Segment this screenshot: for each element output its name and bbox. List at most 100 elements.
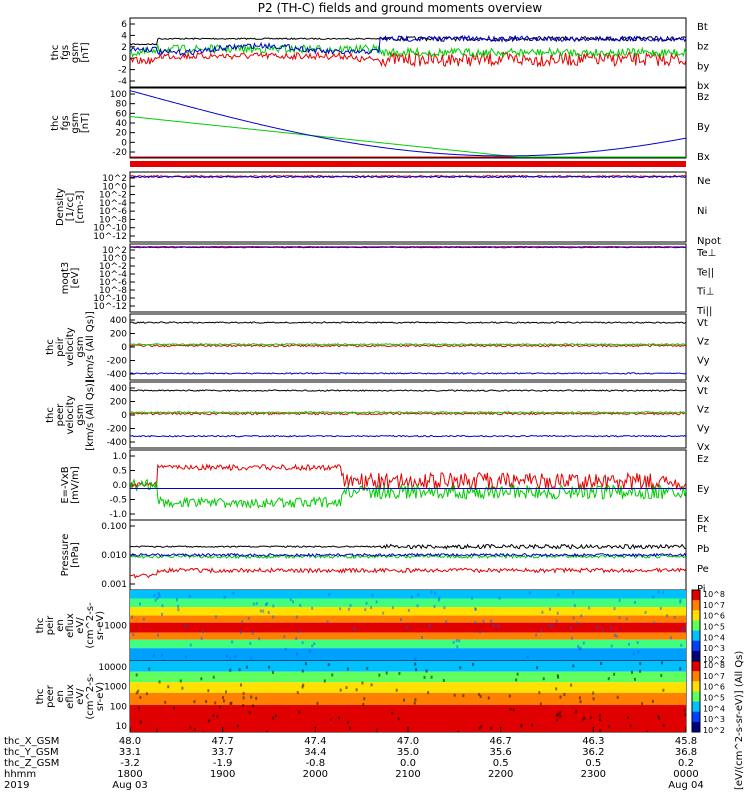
x-row-value: 35.0 [397, 747, 419, 758]
y-label-line: [nT] [80, 113, 91, 133]
spectrogram-speck [515, 678, 518, 682]
legend-entry: Te⊥ [696, 248, 716, 259]
spectrogram-speck [456, 645, 459, 649]
spectrogram-speck [542, 677, 545, 681]
spectrogram-speck [598, 718, 601, 722]
spectrogram-speck [581, 718, 584, 722]
spectrogram-speck [301, 685, 304, 689]
spectrogram-speck [610, 644, 613, 648]
y-label-line: [1/cc] [65, 193, 76, 222]
x-row-value: 1800 [117, 769, 142, 780]
y-tick-label: 10^-2 [99, 191, 127, 201]
traces [130, 34, 686, 68]
spectrogram-speck [443, 606, 446, 610]
spectrogram-speck [184, 624, 187, 628]
spectrogram-speck [236, 724, 239, 728]
y-label-line: en [55, 619, 66, 632]
trace-Pt [130, 543, 686, 550]
spectrogram-speck [661, 661, 664, 665]
spectrogram-speck [616, 695, 619, 699]
y-tick-label: 10^-4 [99, 270, 127, 280]
spectrogram-speck [283, 635, 286, 639]
spectrogram-speck [578, 696, 581, 700]
spectrogram-speck [230, 701, 233, 705]
x-row-value: 36.2 [582, 747, 604, 758]
y-tick-label: -1.0 [109, 510, 127, 520]
spectrogram-speck [601, 629, 604, 633]
spectrogram-speck [208, 719, 211, 723]
legend-entry: by [697, 61, 709, 72]
spectrogram-speck [659, 606, 662, 610]
spectrogram-speck [399, 618, 402, 622]
spectrogram-speck [679, 600, 682, 604]
x-row-value: Aug 03 [112, 780, 147, 791]
spectrogram-speck [268, 665, 271, 669]
colorbar-tick: 10^5 [703, 694, 725, 703]
spectrogram-speck [135, 691, 138, 695]
trace-Vt [130, 389, 686, 392]
traces [130, 463, 686, 509]
spectrogram-speck [131, 615, 134, 619]
spectrogram-speck [582, 641, 585, 645]
colorbar-segment [692, 721, 700, 733]
x-row-value: 0.5 [493, 758, 509, 769]
trace-Bx [130, 90, 686, 157]
spectrogram-speck [158, 594, 161, 598]
spectrogram-speck [579, 646, 582, 650]
spectrogram-band [130, 682, 686, 693]
spectrogram-speck [152, 653, 155, 657]
spectrogram-speck [492, 623, 495, 627]
y-label-line: eflux [65, 613, 76, 638]
spectrogram-speck [479, 724, 482, 728]
spectrogram-speck [629, 724, 632, 728]
spectrogram-speck [627, 716, 630, 720]
y-label-line: thc [45, 407, 56, 423]
x-row-value: 33.1 [119, 747, 141, 758]
legend-entry: Pt [697, 524, 707, 535]
spectrogram-speck [362, 702, 365, 706]
y-tick-label: 100 [110, 702, 127, 712]
panel-1: thcfgsgsm[nT] 64 20 -2-4 Bt bz by bx [50, 17, 709, 92]
spectrogram-speck [301, 641, 304, 645]
y-label-line: [km/s (All Qs)] [85, 311, 96, 383]
legend-entry: Vx [697, 442, 710, 453]
spectrogram-speck [266, 730, 269, 732]
legend-entry: Vx [697, 374, 710, 385]
spectrogram-speck [679, 599, 682, 603]
y-tick-label: 10 [116, 722, 128, 732]
x-row-value: 0.5 [585, 758, 601, 769]
legend-entry: Vy [697, 423, 710, 434]
spectrogram-speck [630, 670, 633, 674]
spectrogram-speck [370, 683, 373, 687]
spectrogram-speck [207, 689, 210, 693]
spectrogram-speck [571, 636, 574, 640]
y-tick-label: 10^-12 [93, 302, 127, 312]
y-tick-label: 10^-10 [93, 294, 127, 304]
spectrogram-speck [637, 650, 640, 654]
colorbar-segment [692, 650, 700, 662]
x-row-value: 0.0 [400, 758, 416, 769]
y-label-line: [nT] [80, 42, 91, 62]
spectrogram-band [130, 590, 686, 599]
panel-4: moqt3[eV]10^210^010^-210^-410^-610^-810^… [60, 243, 716, 317]
spectrogram-speck [434, 591, 437, 595]
spectrogram-speck [242, 696, 245, 700]
spectrogram-speck [472, 662, 475, 666]
spectrogram-speck [636, 641, 639, 645]
spectrogram-speck [241, 620, 244, 624]
legend-entry: Ex [697, 514, 709, 525]
y-tick-label: -400 [107, 438, 128, 448]
spectrogram-speck [521, 659, 524, 661]
spectrogram-speck [212, 675, 215, 679]
spectrogram-band [130, 639, 686, 649]
spectrogram-speck [685, 594, 686, 598]
spectrogram-speck [346, 667, 349, 671]
spectrogram-speck [353, 627, 356, 631]
spectrogram-speck [662, 724, 665, 728]
colorbar-segment [692, 610, 700, 621]
spectrogram-speck [598, 713, 601, 717]
spectrogram-speck [255, 696, 258, 700]
spectrogram-speck [639, 669, 642, 673]
x-row-value: 35.6 [490, 747, 512, 758]
traces [130, 174, 686, 179]
